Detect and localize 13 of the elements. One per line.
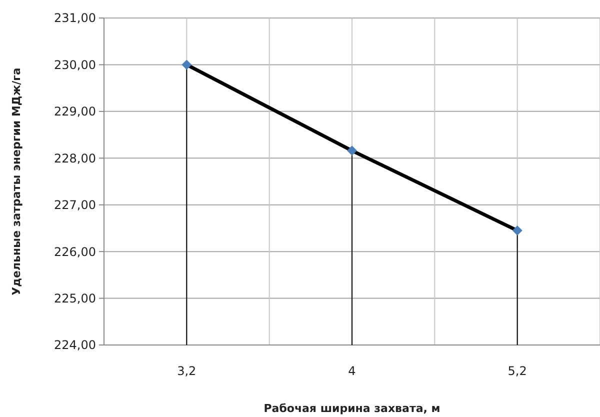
y-tick-label: 227,00 [54,198,96,212]
y-tick-label: 224,00 [54,338,96,352]
x-axis-title: Рабочая ширина захвата, м [264,402,440,415]
x-tick-label: 5,2 [508,364,527,378]
x-tick-label: 3,2 [177,364,196,378]
x-tick-label: 4 [348,364,356,378]
y-tick-label: 226,00 [54,244,96,259]
y-axis-title: Удельные затраты энергии МДж/га [10,68,23,296]
y-tick-label: 228,00 [54,151,96,166]
y-tick-label: 225,00 [54,291,96,306]
y-tick-label: 229,00 [54,104,96,119]
y-tick-label: 230,00 [54,58,96,72]
y-tick-label: 231,00 [54,11,96,26]
